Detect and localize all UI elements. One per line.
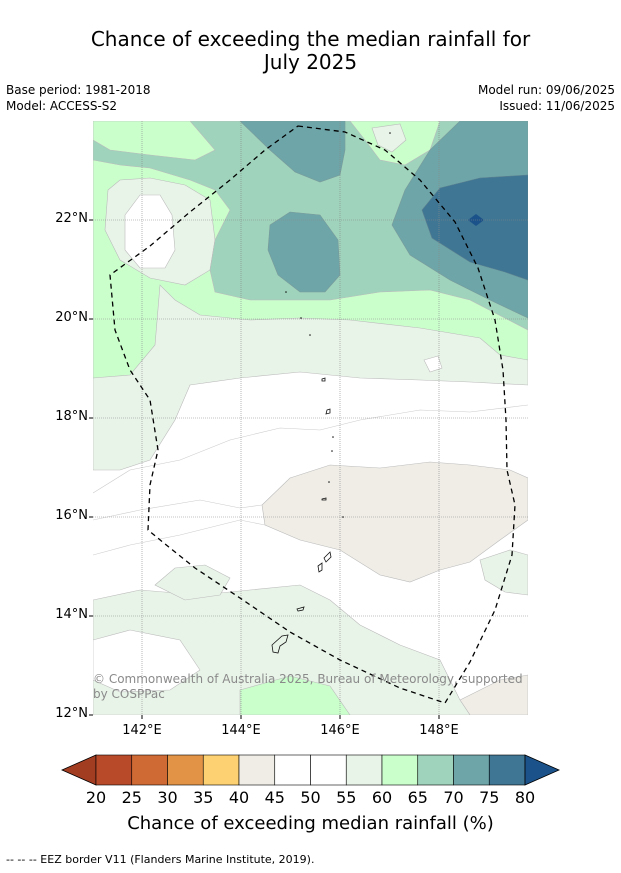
colorbar-label: Chance of exceeding median rainfall (%) (127, 813, 494, 834)
lon-label-148: 148°E (419, 723, 459, 738)
region-75-80 (421, 174, 528, 281)
region-green-pocket-north (93, 121, 216, 161)
colorbar-segment (345, 754, 383, 786)
colorbar-tick-label: 25 (121, 788, 142, 807)
axis-ticks (89, 219, 440, 719)
islets (285, 132, 391, 518)
region-70-75-central (267, 211, 341, 293)
meta-right: Model run: 09/06/2025 Issued: 11/06/2025 (478, 82, 615, 114)
colorbar-tick-label: 20 (85, 788, 107, 807)
region-60-65-south (239, 675, 351, 715)
colorbar-tick-label: 35 (193, 788, 214, 807)
lon-label-146: 146°E (320, 723, 360, 738)
island-pagan (325, 408, 331, 415)
lat-label-14: 14°N (55, 607, 88, 622)
colorbar-segment (453, 754, 490, 786)
colorbar (61, 754, 560, 786)
map-panel (93, 121, 528, 715)
colorbar-segment (274, 754, 311, 786)
lat-label-18: 18°N (55, 409, 88, 424)
lon-label-142: 142°E (122, 723, 162, 738)
colorbar-tick-label: 30 (157, 788, 178, 807)
island-anatahan (321, 497, 327, 501)
region-70-75-north (239, 121, 346, 183)
region-white-south (93, 629, 201, 693)
eez-border (109, 125, 516, 704)
colorbar-tick-label: 60 (371, 788, 393, 807)
colorbar-tick-label: 55 (336, 788, 357, 807)
base-period: Base period: 1981-2018 (6, 83, 151, 97)
colorbar-segment (95, 754, 133, 786)
lat-label-12: 12°N (55, 706, 88, 721)
region-40-45 (261, 461, 528, 583)
colorbar-tick-label: 40 (228, 788, 250, 807)
colorbar-tick-label: 65 (407, 788, 428, 807)
region-white-pocket-ne (371, 123, 407, 153)
island-tinian (317, 562, 323, 573)
region-55-60-sw-blob (154, 564, 231, 601)
colorbar-tick-label: 80 (514, 788, 536, 807)
island-agrihan (321, 377, 326, 382)
region-white-nw-core (124, 194, 176, 269)
colorbar-segment (202, 754, 240, 786)
colorbar-segment (310, 754, 347, 786)
meta-left: Base period: 1981-2018 Model: ACCESS-S2 (6, 82, 151, 114)
model-run: Model run: 09/06/2025 (477, 83, 615, 97)
colorbar-segment (488, 754, 526, 786)
issued-date: Issued: 11/06/2025 (499, 99, 615, 113)
title-line-2: July 2025 (263, 50, 358, 74)
model-name: Model: ACCESS-S2 (6, 99, 118, 113)
eez-legend-footer: -- -- -- EEZ border V11 (Flanders Marine… (6, 853, 315, 866)
colorbar-extend-low (61, 754, 97, 786)
colorbar-tick-label: 75 (479, 788, 500, 807)
graticule (93, 121, 528, 715)
lon-label-144: 144°E (221, 723, 261, 738)
islands (271, 377, 332, 654)
lat-label-22: 22°N (55, 211, 88, 226)
lat-label-20: 20°N (55, 310, 88, 325)
colorbar-tick-label: 70 (443, 788, 464, 807)
copyright-text: © Commonwealth of Australia 2025, Bureau… (93, 672, 523, 701)
colorbar-extend-high (524, 754, 560, 786)
lat-label-16: 16°N (55, 508, 88, 523)
colorbar-tick-label: 45 (264, 788, 285, 807)
colorbar-segment (131, 754, 168, 786)
island-guam (271, 634, 289, 654)
region-white-pocket-east (423, 355, 443, 373)
colorbar-segment (167, 754, 204, 786)
region-55-60-east-blob (479, 549, 528, 596)
colorbar-segment (417, 754, 454, 786)
colorbar-segment (238, 754, 276, 786)
island-saipan (323, 551, 332, 563)
colorbar-segment (381, 754, 419, 786)
map-title: Chance of exceeding the median rainfall … (0, 28, 621, 74)
title-line-1: Chance of exceeding the median rainfall … (90, 27, 531, 51)
colorbar-tick-label: 50 (300, 788, 321, 807)
island-rota (296, 606, 305, 612)
